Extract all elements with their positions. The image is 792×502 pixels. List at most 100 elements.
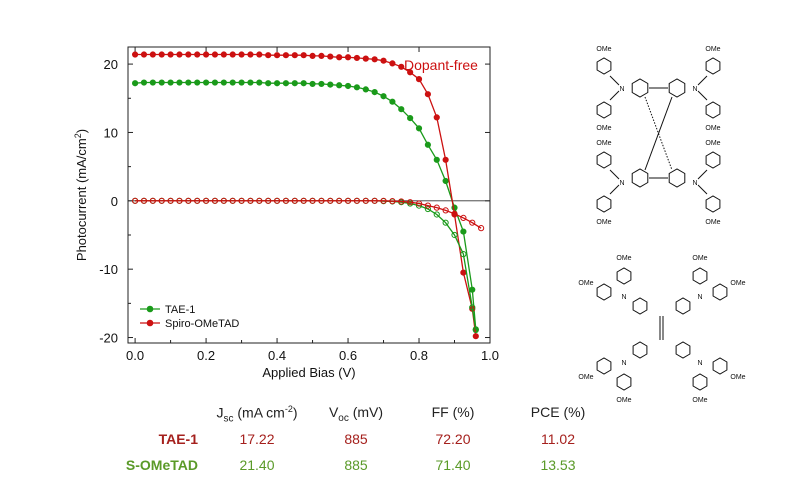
data-point-dark [398,198,405,205]
bond [644,96,673,171]
data-point-light [407,69,414,76]
nitrogen-label: N [621,360,626,367]
data-point-light [407,114,414,122]
data-point-dark [265,197,272,204]
bond [609,169,620,180]
legend-label: Spiro-OMeTAD [165,318,239,330]
data-point-light [282,80,290,87]
benzene-ring [692,267,708,285]
benzene-ring [616,267,632,285]
x-tick-label: 0.0 [126,348,144,363]
y-tick-label: -10 [99,262,118,277]
data-point-dark [229,197,236,204]
nitrogen-label: N [621,294,626,301]
data-point-light [344,54,352,61]
table-cell: 885 [344,431,368,447]
dopant-free-annotation: Dopant-free [404,57,478,73]
data-point-light [229,79,236,86]
data-point-light [229,51,236,58]
data-point-dark [238,197,245,204]
data-point-light [327,53,334,60]
benzene-ring [675,297,691,315]
data-point-light [265,52,272,59]
data-point-dark [442,219,449,226]
data-point-light [327,81,334,88]
data-point-light [220,79,227,86]
nitrogen-label: N [697,294,702,301]
methoxy-label: OMe [596,125,611,132]
data-point-light [131,51,139,58]
table-row-label: S-OMeTAD [125,457,198,473]
table-header: Voc (mV) [328,404,384,424]
table-cell: 71.40 [435,457,471,473]
methoxy-label: OMe [596,46,611,53]
table-header: FF (%) [431,404,475,420]
data-point-light [353,54,361,62]
data-point-light [149,51,156,58]
bond [609,75,620,86]
bond [644,96,673,171]
data-point-light [265,80,272,87]
data-point-light [176,79,183,86]
data-point-light [185,51,192,58]
data-point-light [371,89,378,96]
methoxy-label: OMe [596,219,611,226]
data-point-light [415,125,423,132]
methoxy-label: OMe [578,280,593,287]
x-tick-label: 1.0 [481,348,499,363]
benzene-ring [596,151,612,169]
benzene-ring [712,357,728,375]
data-point-light [158,79,165,86]
data-point-light [282,52,290,59]
data-point-dark [344,197,352,204]
benzene-ring [668,168,686,188]
table-row-label: TAE-1 [158,431,198,447]
y-axis-title: Photocurrent (mA/cm2) [73,129,89,261]
data-point-dark [309,197,316,204]
x-axis-title: Applied Bias (V) [262,365,355,380]
data-point-dark [389,198,396,205]
data-point-light [194,79,201,86]
series-line-dark [135,200,482,229]
bond [697,75,708,86]
x-tick-label: 0.2 [197,348,215,363]
nitrogen-label: N [697,360,702,367]
methoxy-label: OMe [705,125,720,132]
data-point-dark [167,197,174,204]
data-point-light [131,80,139,87]
benzene-ring [675,341,691,359]
data-point-dark [469,219,476,226]
data-point-light [291,52,298,59]
data-point-light [336,82,343,89]
benzene-ring [712,283,728,301]
data-point-light [220,51,227,58]
data-point-light [318,52,325,59]
data-point-light [380,93,387,100]
data-point-dark [256,197,263,204]
data-point-light [415,76,423,83]
data-point-light [336,54,343,61]
data-point-light [211,51,219,58]
bond [697,90,708,101]
legend-label: TAE-1 [165,304,195,316]
data-point-dark [220,197,227,204]
legend-marker [146,305,154,313]
methoxy-label: OMe [692,397,707,404]
data-point-light [460,228,467,235]
table-cell: 11.02 [541,431,575,447]
data-point-dark [380,197,387,204]
data-point-dark [415,200,423,207]
benzene-ring [631,168,649,188]
table-cell: 72.20 [435,431,471,447]
y-axis-title-superscript: 2 [73,133,83,138]
table-cell: 17.22 [239,431,275,447]
data-point-dark [451,210,458,217]
data-point-light [256,79,263,86]
data-point-light [433,114,440,121]
data-point-light [309,80,316,88]
legend-marker [146,319,154,327]
table-header: PCE (%) [530,404,586,420]
data-point-light [344,82,352,90]
data-point-dark [460,251,467,258]
